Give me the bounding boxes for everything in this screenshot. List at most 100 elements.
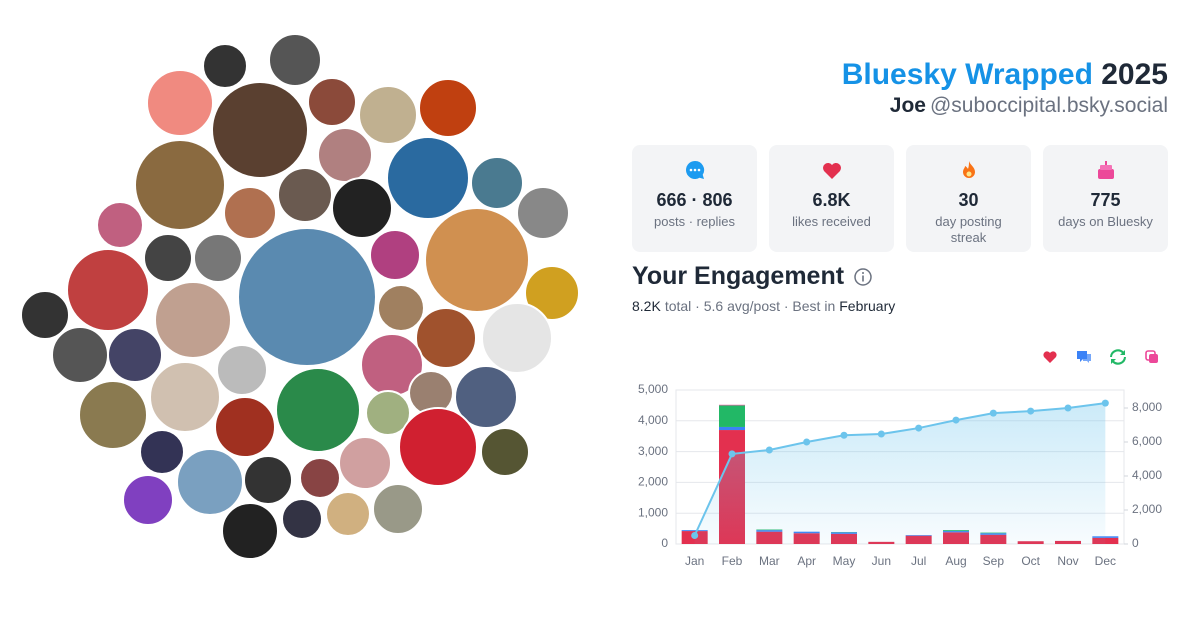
stat-icon (685, 160, 704, 179)
x-tick-label: Jun (872, 554, 891, 568)
line-point (803, 438, 811, 446)
avatar (365, 390, 411, 436)
avatar (51, 326, 109, 384)
line-area (694, 403, 1106, 544)
x-tick-label: Jan (685, 554, 704, 568)
line-point (728, 450, 736, 458)
line-point (989, 409, 997, 417)
avatar (516, 186, 570, 240)
x-tick-label: Mar (759, 554, 780, 568)
x-tick-label: Jul (911, 554, 926, 568)
avatar (372, 483, 424, 535)
avatar (268, 33, 322, 87)
avatar (281, 498, 323, 540)
avatar (415, 307, 477, 369)
stat-label: posts · replies (654, 214, 735, 229)
stat-value: 30 (958, 190, 979, 210)
avatar (202, 43, 248, 89)
info-icon[interactable] (853, 267, 873, 287)
legend-icon[interactable] (1077, 351, 1091, 363)
best-month: February (839, 298, 896, 314)
stat-label: days on Bluesky (1058, 214, 1153, 229)
avatar (358, 85, 418, 145)
avatar-cloud (20, 33, 580, 560)
avatar (107, 327, 163, 383)
y-tick-label: 0 (661, 536, 668, 550)
avatar (338, 436, 392, 490)
avatar (66, 248, 150, 332)
engagement-chart: 0 1,000 2,000 3,000 4,000 5,000 0 2,000 4,000 6,0… (638, 349, 1162, 568)
line-point (765, 446, 773, 454)
line-point (877, 430, 885, 438)
stat-value: 775 (1090, 190, 1121, 210)
avatar (223, 186, 277, 240)
y2-tick-label: 6,000 (1132, 434, 1162, 448)
x-tick-label: Oct (1021, 554, 1040, 568)
engagement-summary: 8.2K total · 5.6 avg/post · Best in Februa… (632, 298, 895, 314)
line-point (915, 424, 923, 432)
avatar (20, 290, 70, 340)
line-point (691, 532, 699, 540)
avatar (299, 457, 341, 499)
avatar (78, 380, 148, 450)
avatar (149, 361, 221, 433)
bar-segment (719, 426, 745, 431)
y-tick-label: 5,000 (638, 382, 668, 396)
line (693, 402, 1106, 536)
engagement-total: 8.2K (632, 298, 661, 314)
legend-icon[interactable] (1110, 349, 1126, 365)
avatar (277, 167, 333, 223)
line-point (952, 416, 960, 424)
avatar (418, 78, 478, 138)
legend-icon[interactable] (1145, 350, 1158, 363)
avatar (134, 139, 226, 231)
avatar (211, 81, 309, 179)
y2-tick-label: 4,000 (1132, 468, 1162, 482)
bar-segment (1092, 537, 1119, 544)
avatar (386, 136, 470, 220)
x-tick-label: May (833, 554, 856, 568)
avatar (470, 156, 524, 210)
user-handle: @suboccipital.bsky.social (929, 94, 1168, 117)
y-tick-label: 2,000 (638, 475, 668, 489)
avatar (237, 227, 377, 367)
x-tick-label: Nov (1057, 554, 1078, 568)
y-tick-label: 3,000 (638, 444, 668, 458)
avatar (369, 229, 421, 281)
title-text: Bluesky Wrapped (841, 58, 1093, 91)
y-tick-label: 1,000 (638, 505, 668, 519)
avatar (480, 427, 530, 477)
avatar (275, 367, 361, 453)
avatar (454, 365, 518, 429)
avatar (143, 233, 193, 283)
legend-icon[interactable] (1043, 351, 1057, 363)
stat-label: likes received (792, 214, 871, 229)
y2-tick-label: 2,000 (1132, 502, 1162, 516)
line-point (1101, 399, 1109, 407)
avatar (139, 429, 185, 475)
user: Joe @suboccipital.bsky.social (890, 94, 1168, 118)
y-tick-label: 4,000 (638, 413, 668, 427)
stat-icon (1097, 161, 1114, 179)
x-tick-label: Dec (1095, 554, 1116, 568)
avatar (154, 281, 232, 359)
stat-value: 666 · 806 (656, 190, 733, 210)
avatar (243, 455, 293, 505)
stat-label: day posting streak (935, 214, 1002, 245)
avatar (146, 69, 214, 137)
line-point (1064, 404, 1072, 412)
stat-card: 30 day posting streak (906, 145, 1031, 252)
avatar (214, 396, 276, 458)
year: 2025 (1101, 58, 1168, 91)
engagement-text: total · 5.6 avg/post · Best in (664, 298, 836, 314)
bar-segment (681, 530, 708, 532)
avatar (325, 491, 371, 537)
x-tick-label: Aug (945, 554, 966, 568)
bar-segment (719, 405, 745, 427)
avatar (481, 302, 553, 374)
x-tick-label: Feb (722, 554, 743, 568)
y2-tick-label: 0 (1132, 536, 1139, 550)
avatar (122, 474, 174, 526)
avatar (331, 177, 393, 239)
